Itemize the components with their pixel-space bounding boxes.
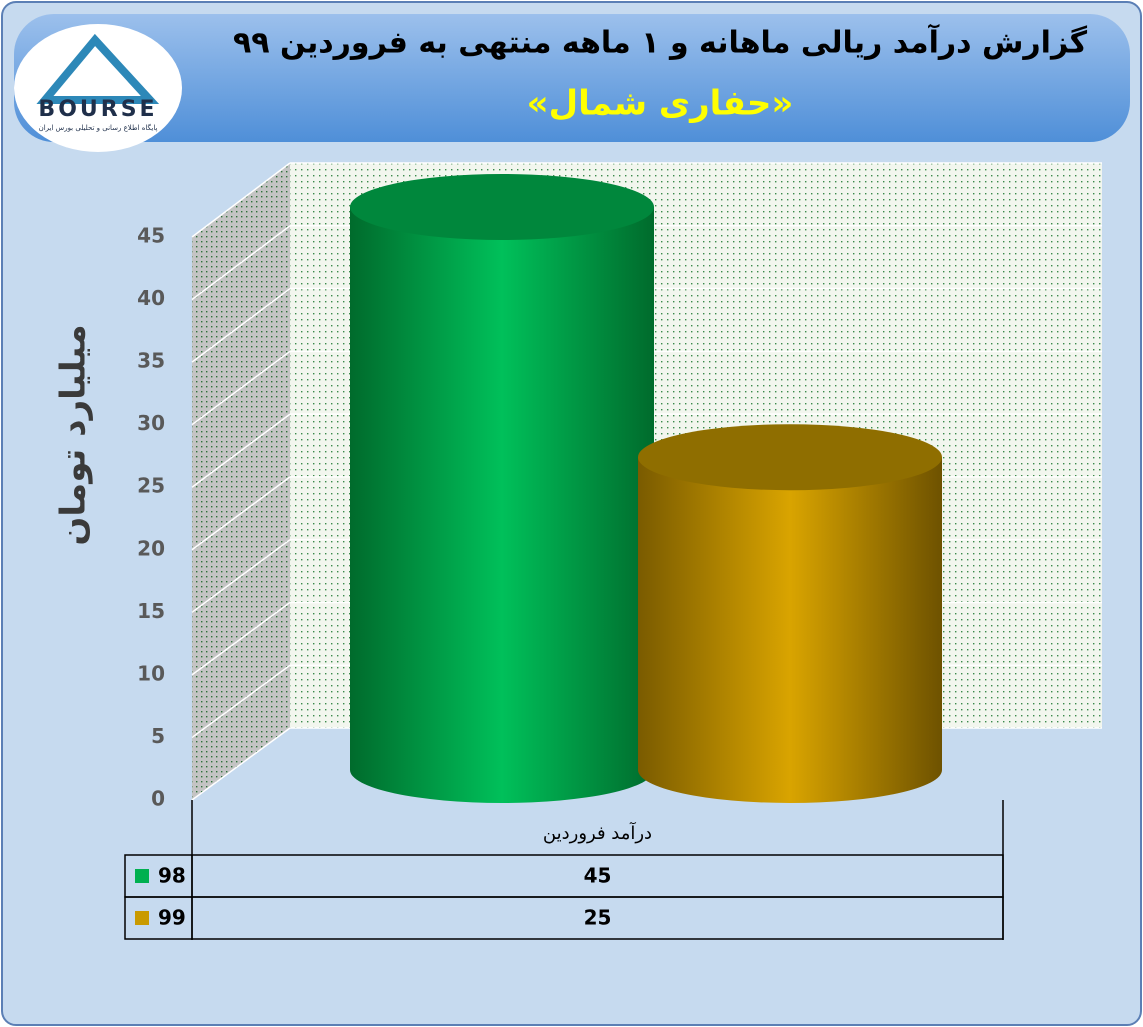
bar-top: [350, 174, 654, 240]
chart-subtitle: «حفاری شمال»: [527, 84, 794, 124]
y-tick-label: 5: [151, 724, 165, 748]
legend-label: 99: [158, 906, 186, 930]
logo-tagline: پایگاه اطلاع رسانی و تحلیلی بورس ایران: [39, 123, 158, 132]
y-tick-label: 25: [137, 474, 165, 498]
grid-line: [191, 225, 291, 301]
y-tick-label: 10: [137, 661, 165, 685]
grid-line: [191, 476, 291, 551]
y-tick-label: 30: [137, 411, 165, 435]
y-tick-label: 20: [137, 536, 165, 560]
logo-mark: [36, 33, 160, 104]
legend-label: 98: [158, 864, 186, 888]
y-tick-label: 35: [137, 349, 165, 373]
grid-line: [191, 601, 291, 676]
bar: [350, 207, 654, 803]
logo-badge: [14, 24, 182, 152]
grid-line: [191, 350, 291, 426]
y-tick-label: 0: [151, 787, 165, 811]
legend-swatch: [135, 911, 149, 925]
grid-line: [191, 664, 291, 739]
data-label: 45: [584, 864, 612, 888]
grid-line: [191, 727, 291, 801]
bar: [638, 457, 942, 803]
grid-line: [191, 287, 291, 363]
legend-swatch: [135, 869, 149, 883]
y-tick-label: 15: [137, 599, 165, 623]
logo-text: BOURSE: [38, 97, 157, 122]
header: [14, 14, 1130, 142]
bar-top: [638, 424, 942, 491]
y-axis-label: میلیارد تومان: [54, 324, 94, 545]
x-tick-label: درآمد فروردین: [543, 821, 652, 844]
grid-line: [191, 413, 291, 488]
grid-line: [191, 162, 291, 238]
side-wall: [192, 163, 290, 800]
chart-title: گزارش درآمد ریالی ماهانه و ۱ ماهه منتهی …: [233, 24, 1088, 61]
grid-line: [191, 539, 291, 613]
data-label: 25: [584, 906, 612, 930]
y-tick-label: 45: [137, 224, 165, 248]
table-row: [124, 896, 1004, 940]
y-tick-label: 40: [137, 286, 165, 310]
